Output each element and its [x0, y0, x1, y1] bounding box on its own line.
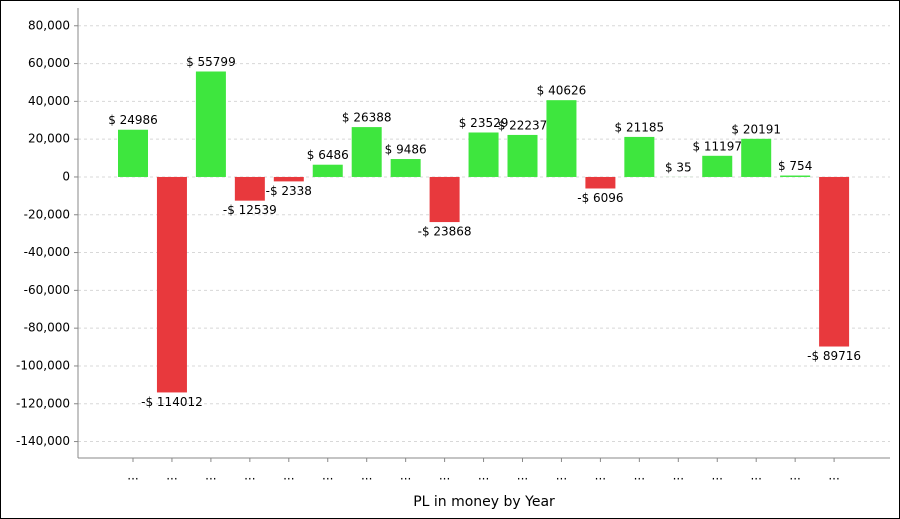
value-label: $ 6486	[307, 148, 349, 162]
x-tick-label: ...	[634, 469, 645, 483]
y-tick-label: 40,000	[28, 94, 70, 108]
value-label: -$ 114012	[141, 395, 203, 409]
y-tick-label: -80,000	[24, 321, 70, 335]
bar	[351, 127, 382, 177]
value-label: $ 21185	[615, 120, 665, 134]
x-tick-label: ...	[283, 469, 294, 483]
bar	[273, 176, 304, 182]
bar	[234, 176, 265, 201]
value-label: $ 20191	[731, 122, 781, 136]
bar	[390, 159, 421, 177]
value-label: $ 26388	[342, 111, 392, 125]
bar	[195, 71, 226, 177]
x-tick-label: ...	[750, 469, 761, 483]
bar	[507, 134, 538, 177]
bar	[429, 176, 460, 223]
y-tick-label: -20,000	[24, 207, 70, 221]
value-label: $ 754	[778, 159, 812, 173]
x-tick-label: ...	[127, 469, 138, 483]
value-label: -$ 12539	[223, 203, 277, 217]
x-tick-label: ...	[439, 469, 450, 483]
bar	[741, 138, 772, 177]
value-label: -$ 6096	[577, 191, 623, 205]
value-label: $ 23529	[459, 116, 509, 130]
x-tick-label: ...	[322, 469, 333, 483]
bar	[312, 164, 343, 177]
y-tick-label: -120,000	[16, 396, 70, 410]
x-axis-title: PL in money by Year	[413, 494, 555, 510]
y-tick-label: -140,000	[16, 434, 70, 448]
value-label: $ 11197	[692, 139, 742, 153]
bar	[780, 175, 811, 177]
y-tick-label: 80,000	[28, 18, 70, 32]
y-tick-label: 60,000	[28, 56, 70, 70]
bar	[546, 100, 577, 177]
x-tick-label: ...	[205, 469, 216, 483]
value-label: $ 35	[665, 160, 692, 174]
bar	[468, 132, 499, 177]
value-label: $ 9486	[385, 143, 427, 157]
value-label: -$ 2338	[266, 184, 312, 198]
y-tick-label: 20,000	[28, 132, 70, 146]
x-tick-label: ...	[166, 469, 177, 483]
value-label: $ 24986	[108, 113, 158, 127]
x-tick-label: ...	[712, 469, 723, 483]
x-tick-label: ...	[595, 469, 606, 483]
x-tick-label: ...	[244, 469, 255, 483]
x-tick-label: ...	[361, 469, 372, 483]
bar	[819, 176, 850, 347]
value-label: -$ 89716	[807, 349, 861, 363]
bar	[156, 176, 187, 393]
x-tick-label: ...	[400, 469, 411, 483]
value-label: $ 55799	[186, 55, 236, 69]
y-tick-label: -40,000	[24, 245, 70, 259]
bar	[702, 155, 733, 177]
y-tick-label: 0	[62, 169, 70, 183]
value-label: $ 40626	[537, 84, 587, 98]
x-tick-label: ...	[478, 469, 489, 483]
x-tick-label: ...	[789, 469, 800, 483]
y-tick-label: -60,000	[24, 283, 70, 297]
bar	[585, 176, 616, 189]
y-tick-label: -100,000	[16, 358, 70, 372]
value-label: -$ 23868	[418, 225, 472, 239]
x-tick-label: ...	[556, 469, 567, 483]
bar	[118, 129, 148, 177]
x-tick-label: ...	[828, 469, 839, 483]
x-tick-label: ...	[517, 469, 528, 483]
value-label: $ 22237	[498, 118, 548, 132]
x-tick-label: ...	[673, 469, 684, 483]
bar	[624, 136, 655, 177]
